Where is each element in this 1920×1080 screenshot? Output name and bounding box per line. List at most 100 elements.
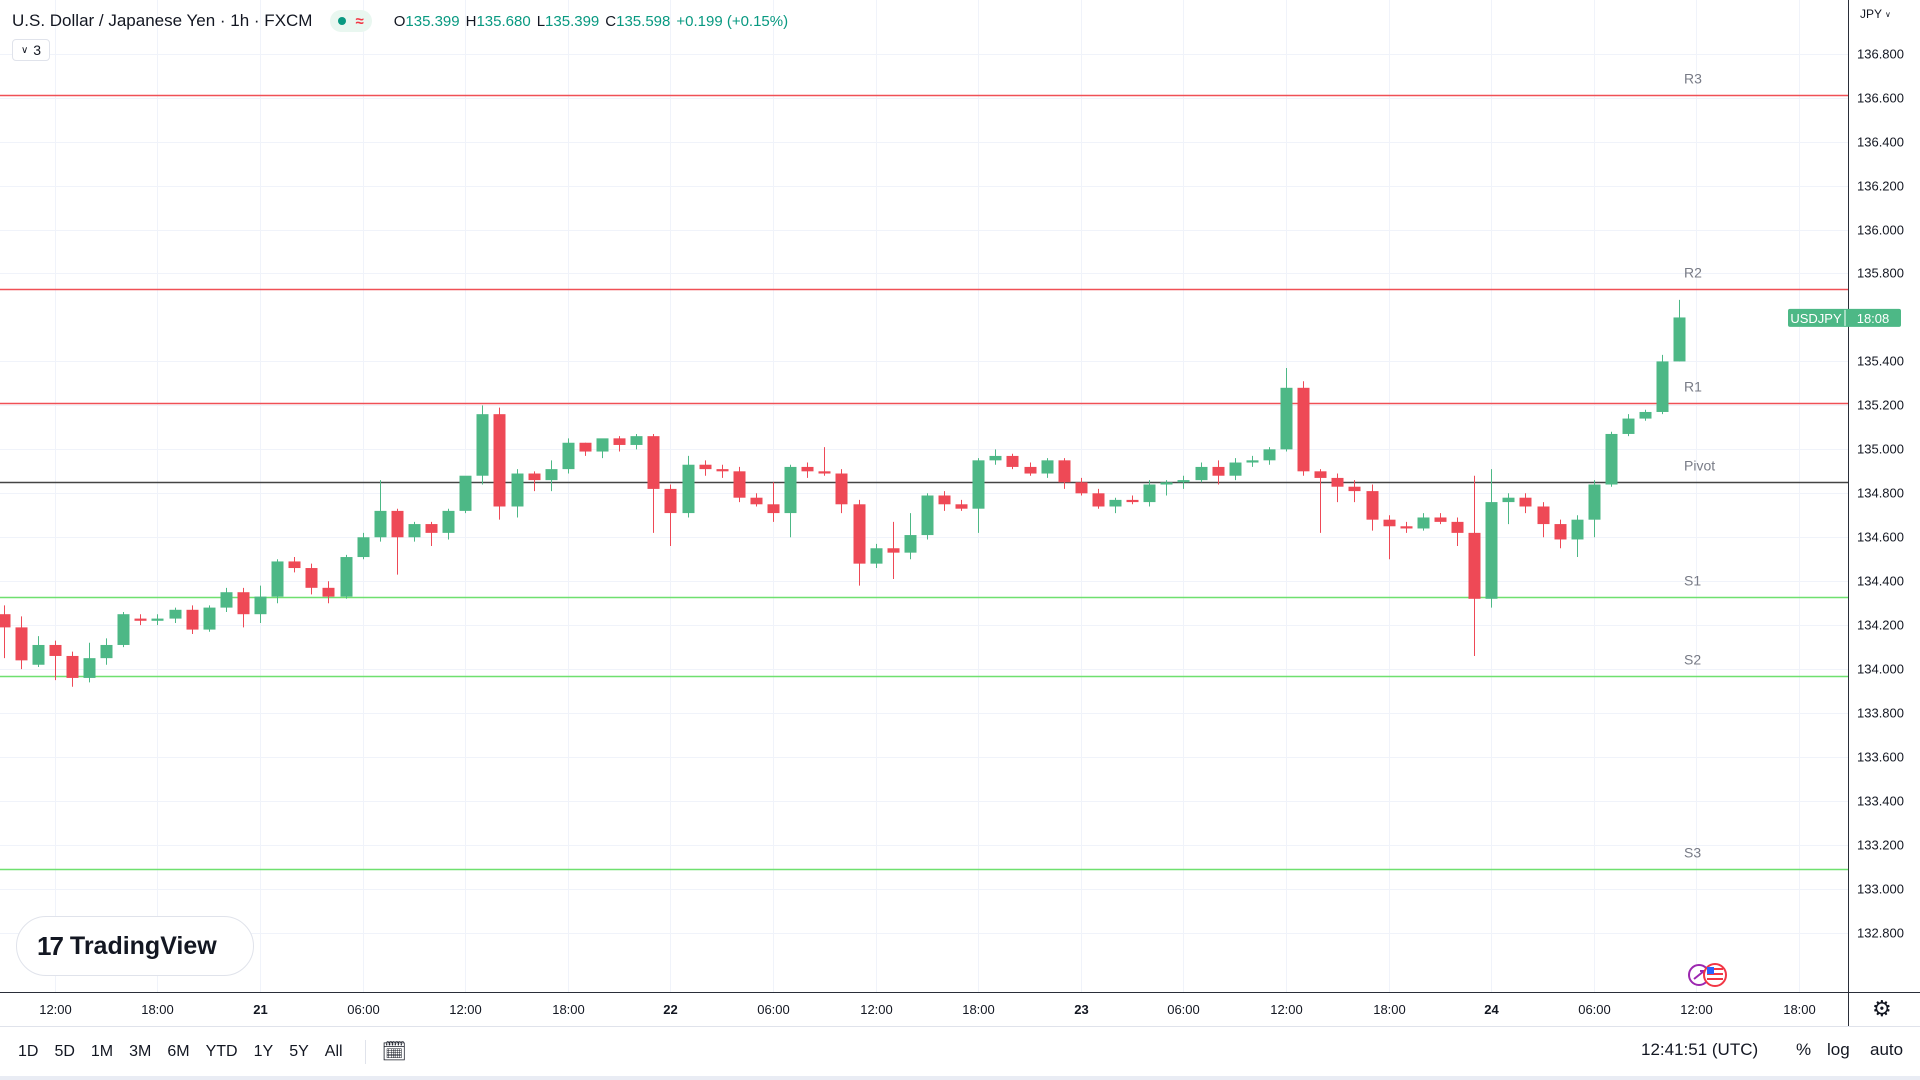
- date-range-calendar-icon[interactable]: 🗓: [381, 1041, 407, 1063]
- candle-body: [1366, 491, 1379, 520]
- candle-body: [1537, 506, 1550, 525]
- candle: [305, 563, 318, 595]
- y-tick-label: 133.400: [1857, 794, 1904, 809]
- candle: [921, 493, 934, 540]
- candle: [784, 464, 797, 538]
- candle-body: [596, 438, 609, 452]
- candle-body: [955, 504, 968, 509]
- candle-body: [340, 557, 353, 597]
- candle: [750, 493, 763, 507]
- candle-body: [1177, 480, 1190, 483]
- candle-body: [169, 609, 182, 619]
- candle: [493, 407, 506, 520]
- candle: [989, 449, 1002, 465]
- candle-body: [801, 466, 814, 472]
- level-label-s3: S3: [1684, 845, 1701, 861]
- candle: [374, 480, 387, 542]
- candle: [151, 614, 164, 626]
- currency-selector[interactable]: JPY ∨: [1860, 7, 1891, 21]
- candle-body: [870, 548, 883, 564]
- tradingview-logo[interactable]: 17 TradingView: [16, 916, 254, 976]
- range-selector: 1D 5D 1M 3M 6M YTD 1Y 5Y All: [10, 1043, 351, 1061]
- candle-body: [408, 524, 421, 538]
- candle: [425, 521, 438, 547]
- y-tick-label: 134.200: [1857, 618, 1904, 633]
- utc-clock[interactable]: 12:41:51 (UTC): [1641, 1040, 1759, 1059]
- range-1m[interactable]: 1M: [90, 1042, 114, 1060]
- candle: [1502, 493, 1515, 525]
- candle-body: [818, 471, 831, 474]
- candle-body: [1109, 499, 1122, 507]
- candle-body: [1502, 497, 1515, 503]
- candle: [1024, 462, 1037, 476]
- settings-gear-icon[interactable]: ⚙: [1872, 996, 1892, 1021]
- candle-body: [1434, 517, 1447, 522]
- y-tick-label: 136.800: [1857, 47, 1904, 62]
- ohlc-values: O135.399 H135.680 L135.399 C135.598 +0.1…: [394, 13, 788, 30]
- candle: [682, 455, 695, 518]
- candle: [630, 433, 643, 450]
- candle-body: [1451, 521, 1464, 533]
- x-tick-label: 06:00: [1167, 1002, 1200, 1017]
- indicators-toggle-button[interactable]: ∨ 3: [12, 39, 50, 61]
- ohlc-change: +0.199 (+0.15%): [676, 12, 789, 30]
- percent-scale-toggle[interactable]: %: [1796, 1040, 1812, 1059]
- ohlc-close: 135.598: [616, 12, 671, 30]
- range-5y[interactable]: 5Y: [289, 1042, 309, 1060]
- candle-body: [1160, 482, 1173, 485]
- candle-body: [1673, 317, 1686, 362]
- candle: [203, 605, 216, 632]
- y-tick-label: 134.800: [1857, 486, 1904, 501]
- candle: [1263, 447, 1276, 465]
- candle-body: [767, 504, 780, 514]
- range-1d[interactable]: 1D: [18, 1042, 39, 1060]
- x-tick-label: 12:00: [860, 1002, 893, 1017]
- candle-body: [1297, 387, 1310, 472]
- range-5d[interactable]: 5D: [54, 1042, 75, 1060]
- candle: [83, 642, 96, 683]
- market-status-pill[interactable]: ≈: [330, 10, 372, 32]
- candle-body: [305, 568, 318, 588]
- x-tick-label: 18:00: [141, 1002, 174, 1017]
- candle: [1571, 515, 1584, 558]
- range-3m[interactable]: 3M: [129, 1042, 152, 1060]
- y-tick-label: 135.800: [1857, 266, 1904, 281]
- candle-body: [186, 609, 199, 630]
- y-tick-label: 135.000: [1857, 442, 1904, 457]
- candle-body: [1331, 477, 1344, 487]
- range-ytd[interactable]: YTD: [205, 1042, 238, 1060]
- symbol-title[interactable]: U.S. Dollar / Japanese Yen · 1h · FXCM: [12, 11, 313, 30]
- x-tick-label: 24: [1484, 1002, 1499, 1017]
- candle-body: [989, 455, 1002, 461]
- candle: [1468, 475, 1481, 656]
- y-tick-label: 134.600: [1857, 530, 1904, 545]
- range-6m[interactable]: 6M: [167, 1042, 190, 1060]
- x-tick-label: 06:00: [757, 1002, 790, 1017]
- candle-body: [357, 537, 370, 558]
- range-all[interactable]: All: [324, 1042, 343, 1060]
- y-tick-label: 133.600: [1857, 750, 1904, 765]
- auto-scale-toggle[interactable]: auto: [1870, 1040, 1904, 1059]
- currency-label: JPY: [1860, 7, 1883, 21]
- x-tick-label: 12:00: [39, 1002, 72, 1017]
- candle: [870, 543, 883, 569]
- level-label-s2: S2: [1684, 652, 1701, 668]
- log-scale-toggle[interactable]: log: [1827, 1040, 1850, 1059]
- candle-body: [1229, 462, 1242, 476]
- candle: [1006, 453, 1019, 470]
- candle-body: [1195, 466, 1208, 481]
- candle-body: [664, 488, 677, 514]
- logo-text: TradingView: [69, 931, 217, 960]
- candle: [1229, 458, 1242, 481]
- bottom-scroll-strip: [0, 1076, 1920, 1080]
- y-tick-label: 136.600: [1857, 91, 1904, 106]
- level-label-r3: R3: [1684, 71, 1702, 87]
- events-flags-icon[interactable]: [1688, 963, 1730, 987]
- candle: [613, 436, 626, 452]
- range-1y[interactable]: 1Y: [253, 1042, 274, 1060]
- candle: [32, 636, 45, 667]
- candle: [100, 638, 113, 665]
- x-tick-label: 18:00: [1373, 1002, 1406, 1017]
- candle-body: [32, 644, 45, 665]
